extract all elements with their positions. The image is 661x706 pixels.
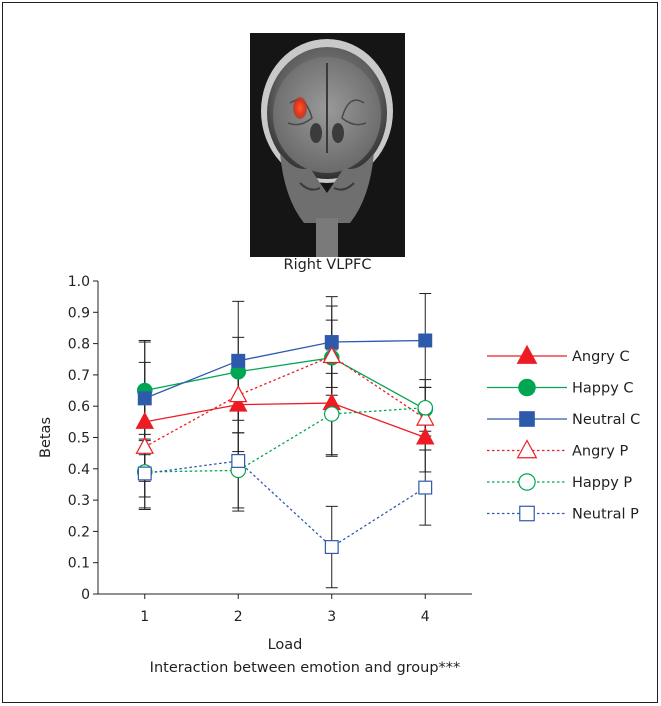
data-point bbox=[228, 385, 248, 403]
data-point bbox=[135, 436, 155, 454]
x-tick-label: 1 bbox=[140, 609, 149, 625]
series-neutral-c bbox=[137, 333, 433, 406]
legend-marker bbox=[516, 344, 538, 364]
data-point bbox=[231, 454, 246, 468]
series-angry-p bbox=[135, 346, 435, 454]
series-line bbox=[144, 339, 426, 399]
data-point bbox=[137, 391, 152, 406]
ticks: 0 0.1 0.2 0.3 0.4 0.5 0.6 0.7 0.8 0.9 1.0 1 2 3 4 bbox=[68, 274, 430, 625]
legend-label: Angry P bbox=[572, 444, 628, 460]
legend-label: Angry C bbox=[572, 349, 630, 365]
legend-marker bbox=[518, 378, 536, 397]
legend-marker bbox=[519, 505, 535, 522]
y-tick-label: 0.9 bbox=[68, 305, 90, 321]
y-tick-label: 1.0 bbox=[68, 274, 90, 290]
data-point bbox=[231, 353, 246, 368]
legend-item: Neutral C bbox=[487, 411, 640, 428]
y-tick-label: 0.2 bbox=[68, 524, 90, 540]
data-point bbox=[415, 408, 435, 426]
legend-label: Neutral C bbox=[572, 412, 640, 428]
series-line bbox=[144, 355, 426, 448]
legend-item: Happy P bbox=[487, 473, 632, 491]
series-angry-c bbox=[135, 392, 435, 445]
series-line bbox=[144, 402, 426, 439]
data-point bbox=[418, 480, 433, 495]
error-bars bbox=[138, 305, 432, 498]
legend-label: Neutral P bbox=[572, 507, 639, 523]
data-point bbox=[323, 406, 340, 422]
y-tick-label: 0.7 bbox=[68, 368, 90, 384]
data-point bbox=[135, 411, 155, 429]
series-line bbox=[144, 407, 426, 473]
data-point bbox=[415, 427, 435, 445]
y-tick-label: 0.6 bbox=[68, 399, 90, 415]
legend-marker bbox=[519, 411, 535, 427]
y-tick-label: 0.8 bbox=[68, 337, 90, 353]
legend-marker bbox=[516, 439, 538, 459]
y-axis-title: Betas bbox=[38, 417, 54, 458]
x-axis-title: Load bbox=[268, 637, 303, 653]
data-point bbox=[417, 399, 434, 416]
series-group bbox=[135, 293, 435, 589]
error-bars bbox=[138, 293, 432, 456]
data-point bbox=[322, 346, 342, 364]
y-tick-label: 0.4 bbox=[68, 462, 90, 478]
error-bars bbox=[138, 410, 432, 589]
data-point bbox=[137, 466, 152, 481]
series-neutral-p bbox=[137, 454, 433, 555]
data-point bbox=[324, 540, 339, 555]
data-point bbox=[418, 333, 433, 348]
error-bars bbox=[138, 349, 432, 482]
y-tick-label: 0.3 bbox=[68, 493, 90, 509]
legend: Angry C Happy C Neutral C Angry P Happy P Neu… bbox=[487, 344, 640, 523]
series-line bbox=[144, 357, 426, 410]
series-happy-p bbox=[136, 399, 434, 480]
axes bbox=[97, 281, 472, 595]
legend-item: Happy C bbox=[487, 378, 634, 397]
x-tick-label: 4 bbox=[421, 609, 430, 625]
y-tick-label: 0.1 bbox=[68, 556, 90, 572]
legend-item: Angry P bbox=[487, 439, 628, 460]
x-tick-label: 3 bbox=[327, 609, 336, 625]
y-tick-label: 0.5 bbox=[68, 431, 90, 447]
figure-caption: Interaction between emotion and group*** bbox=[149, 660, 461, 676]
series-line bbox=[144, 460, 426, 548]
line-chart: Betas Load 0 0.1 0.2 0.3 0.4 0.5 0.6 0.7 0.8 0.9 1… bbox=[38, 274, 640, 653]
legend-item: Neutral P bbox=[487, 505, 639, 523]
legend-label: Happy C bbox=[572, 381, 634, 397]
image-caption: Right VLPFC bbox=[283, 257, 372, 273]
y-tick-label: 0 bbox=[81, 587, 90, 603]
activation-blob bbox=[293, 97, 307, 119]
error-bars bbox=[138, 319, 432, 442]
legend-label: Happy P bbox=[572, 475, 632, 491]
legend-item: Angry C bbox=[487, 344, 630, 365]
data-point bbox=[228, 394, 248, 412]
x-tick-label: 2 bbox=[234, 609, 243, 625]
brain-mri-image bbox=[250, 33, 405, 257]
legend-marker bbox=[518, 473, 536, 491]
